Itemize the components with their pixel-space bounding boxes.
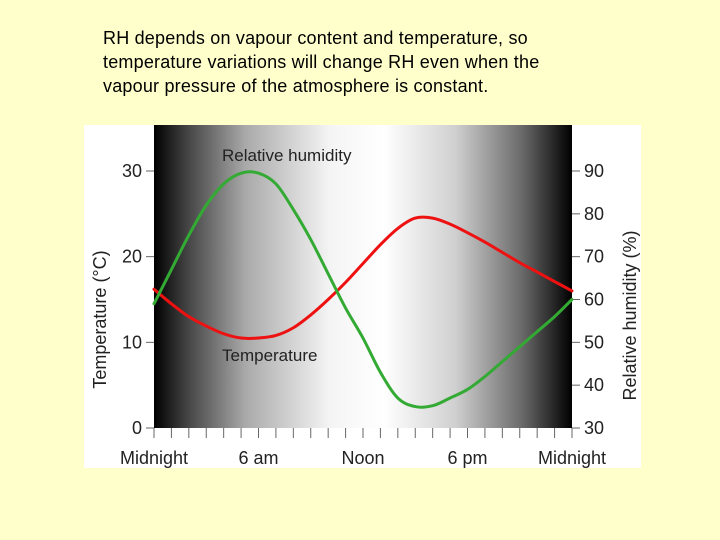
x-tick-label: 6 pm (447, 448, 487, 468)
caption: RH depends on vapour content and tempera… (103, 26, 603, 98)
humidity-line (152, 170, 574, 409)
x-tick-label: 6 am (238, 448, 278, 468)
y2-tick-label: 70 (584, 247, 604, 267)
y2-tick-label: 50 (584, 332, 604, 352)
y-tick-label: 0 (132, 418, 142, 438)
y2-tick-label: 60 (584, 290, 604, 310)
series-lines (152, 170, 574, 409)
humidity-series-label: Relative humidity (222, 146, 352, 165)
y2-tick-label: 30 (584, 418, 604, 438)
temperature-line (152, 215, 574, 340)
caption-line: RH depends on vapour content and tempera… (103, 28, 528, 48)
axes (146, 170, 580, 438)
y-tick-label: 20 (122, 247, 142, 267)
x-tick-label: Noon (341, 448, 384, 468)
y2-axis-title: Relative humidity (%) (620, 230, 640, 400)
chart: Midnight 6 am Noon 6 pm Midnight 0 10 20 30 30 40 5… (90, 125, 640, 468)
y-tick-label: 30 (122, 161, 142, 181)
caption-line: temperature variations will change RH ev… (103, 52, 540, 72)
caption-line: vapour pressure of the atmosphere is con… (103, 76, 489, 96)
plot-background (154, 125, 572, 428)
temperature-series-label: Temperature (222, 346, 317, 365)
x-tick-label: Midnight (538, 448, 606, 468)
x-tick-label: Midnight (120, 448, 188, 468)
y2-tick-label: 40 (584, 375, 604, 395)
y-tick-label: 10 (122, 332, 142, 352)
y2-tick-label: 80 (584, 204, 604, 224)
chart-figure: Midnight 6 am Noon 6 pm Midnight 0 10 20 30 30 40 5… (84, 125, 641, 468)
y2-tick-label: 90 (584, 161, 604, 181)
labels: Midnight 6 am Noon 6 pm Midnight 0 10 20 30 30 40 5… (90, 146, 640, 468)
y-axis-title: Temperature (°C) (90, 250, 110, 388)
